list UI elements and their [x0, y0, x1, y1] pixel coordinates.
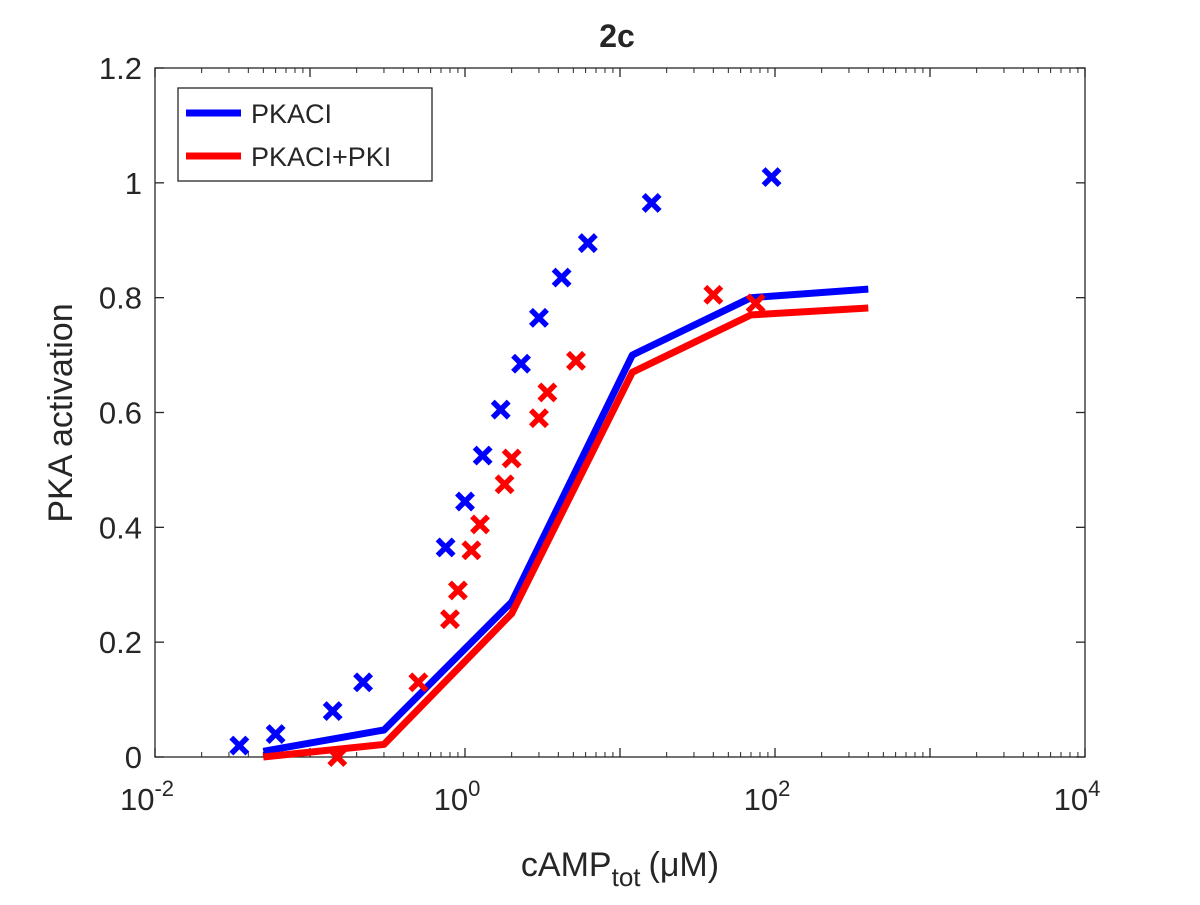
- x-tick-label: 100: [434, 776, 481, 817]
- series-marker-2: [537, 382, 558, 403]
- series-marker-2: [447, 580, 468, 601]
- marker-stroke: [529, 408, 549, 429]
- y-tick-label: 1.2: [99, 51, 142, 86]
- series-marker-1: [435, 537, 456, 558]
- x-axis-title-main: cAMP: [521, 846, 612, 884]
- series-marker-1: [322, 701, 343, 722]
- series-marker-2: [440, 609, 460, 630]
- marker-stroke: [472, 445, 493, 466]
- marker-stroke: [265, 724, 286, 744]
- marker-stroke: [703, 284, 724, 305]
- legend-box: [177, 87, 433, 182]
- marker-stroke: [435, 537, 456, 558]
- marker-stroke: [761, 167, 782, 188]
- legend: PKACI PKACI+PKI: [177, 87, 433, 182]
- series-marker-2: [529, 408, 549, 429]
- marker-stroke: [455, 491, 475, 512]
- series-marker-1: [641, 192, 662, 213]
- series-marker-2: [566, 350, 586, 371]
- marker-stroke: [577, 233, 598, 254]
- marker-stroke: [229, 735, 250, 756]
- series-marker-2: [501, 448, 522, 469]
- marker-stroke: [470, 514, 490, 535]
- marker-stroke: [322, 701, 343, 722]
- series-marker-1: [577, 233, 598, 254]
- legend-label-1: PKACI: [251, 99, 332, 129]
- marker-stroke: [440, 609, 460, 630]
- marker-stroke: [447, 580, 468, 601]
- marker-stroke: [551, 267, 572, 288]
- chart-title: 2c: [599, 18, 635, 54]
- marker-stroke: [494, 474, 515, 495]
- x-tick-label: 102: [744, 776, 791, 817]
- y-axis-title: PKA activation: [42, 303, 80, 522]
- series-marker-2: [703, 284, 724, 305]
- x-axis-title-subscript: tot: [612, 862, 642, 892]
- series-marker-1: [229, 735, 250, 756]
- legend-label-2: PKACI+PKI: [251, 142, 391, 172]
- marker-stroke: [501, 448, 522, 469]
- series-marker-1: [490, 399, 511, 420]
- marker-stroke: [745, 293, 766, 314]
- x-tick-label: 10-2: [120, 776, 174, 817]
- series-marker-2: [745, 293, 766, 314]
- y-tick-label: 0.6: [99, 396, 142, 431]
- x-axis-title-unit: (μM): [649, 846, 720, 884]
- series-line-2: [262, 304, 869, 761]
- series-marker-2: [408, 672, 429, 693]
- x-tick-label: 104: [1054, 776, 1101, 817]
- series-line-1: [262, 285, 869, 755]
- marker-stroke: [353, 672, 374, 693]
- marker-stroke: [327, 747, 348, 767]
- series-marker-1: [529, 307, 549, 328]
- axes-box: [154, 67, 1086, 758]
- series-marker-2: [470, 514, 490, 535]
- y-tick-label: 1: [125, 166, 142, 201]
- x-axis-title: cAMPtot (μM): [521, 846, 719, 892]
- series-marker-1: [761, 167, 782, 188]
- y-tick-label: 0.8: [99, 281, 142, 316]
- series-marker-1: [265, 724, 286, 744]
- marker-stroke: [566, 350, 586, 371]
- series-marker-1: [472, 445, 493, 466]
- marker-stroke: [511, 353, 532, 374]
- series-marker-2: [461, 540, 482, 561]
- y-tick-label: 0: [125, 740, 142, 775]
- marker-stroke: [461, 540, 482, 561]
- series-marker-2: [327, 747, 348, 767]
- series-marker-1: [511, 353, 532, 374]
- series-marker-2: [494, 474, 515, 495]
- series-marker-1: [551, 267, 572, 288]
- plot-area: 0 0.2 0.4 0.6 0.8 1 1.2 10-2 100 102 104: [99, 51, 1100, 817]
- y-tick-label: 0.4: [99, 510, 142, 545]
- y-tick-label: 0.2: [99, 625, 142, 660]
- series-marker-1: [353, 672, 374, 693]
- marker-stroke: [641, 192, 662, 213]
- marker-stroke: [529, 307, 549, 328]
- series-marker-1: [455, 491, 475, 512]
- marker-stroke: [537, 382, 558, 403]
- marker-stroke: [490, 399, 511, 420]
- marker-stroke: [408, 672, 429, 693]
